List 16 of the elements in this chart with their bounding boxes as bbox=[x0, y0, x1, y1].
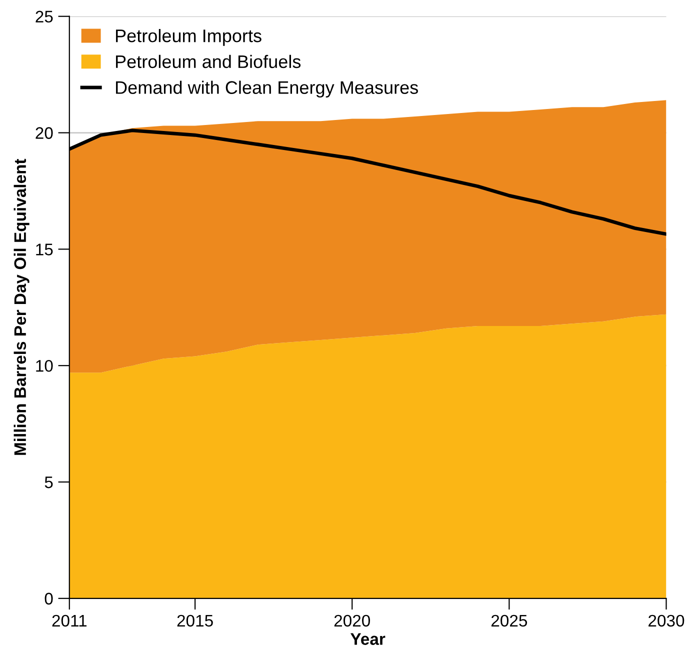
x-tick-label: 2015 bbox=[177, 614, 213, 627]
legend-label: Petroleum and Biofuels bbox=[116, 54, 301, 68]
legend-label: Demand with Clean Energy Measures bbox=[116, 80, 418, 98]
y-tick-label: 5 bbox=[44, 476, 53, 488]
x-tick-label: 2030 bbox=[648, 614, 684, 627]
x-tick-label: 2020 bbox=[334, 614, 370, 627]
x-axis-title: Year bbox=[350, 633, 386, 645]
x-tick-label: 2025 bbox=[491, 614, 528, 627]
y-tick-label: 15 bbox=[36, 244, 53, 256]
y-tick-label: 20 bbox=[36, 127, 53, 139]
y-tick-label: 0 bbox=[44, 592, 53, 605]
legend-label: Petroleum Imports bbox=[116, 28, 262, 46]
x-tick-label: 2011 bbox=[52, 614, 87, 627]
y-axis-title: Million Barrels Per Day Oil Equivalent bbox=[14, 158, 30, 455]
y-tick-label: 10 bbox=[36, 360, 53, 372]
y-tick-label: 25 bbox=[36, 10, 53, 23]
